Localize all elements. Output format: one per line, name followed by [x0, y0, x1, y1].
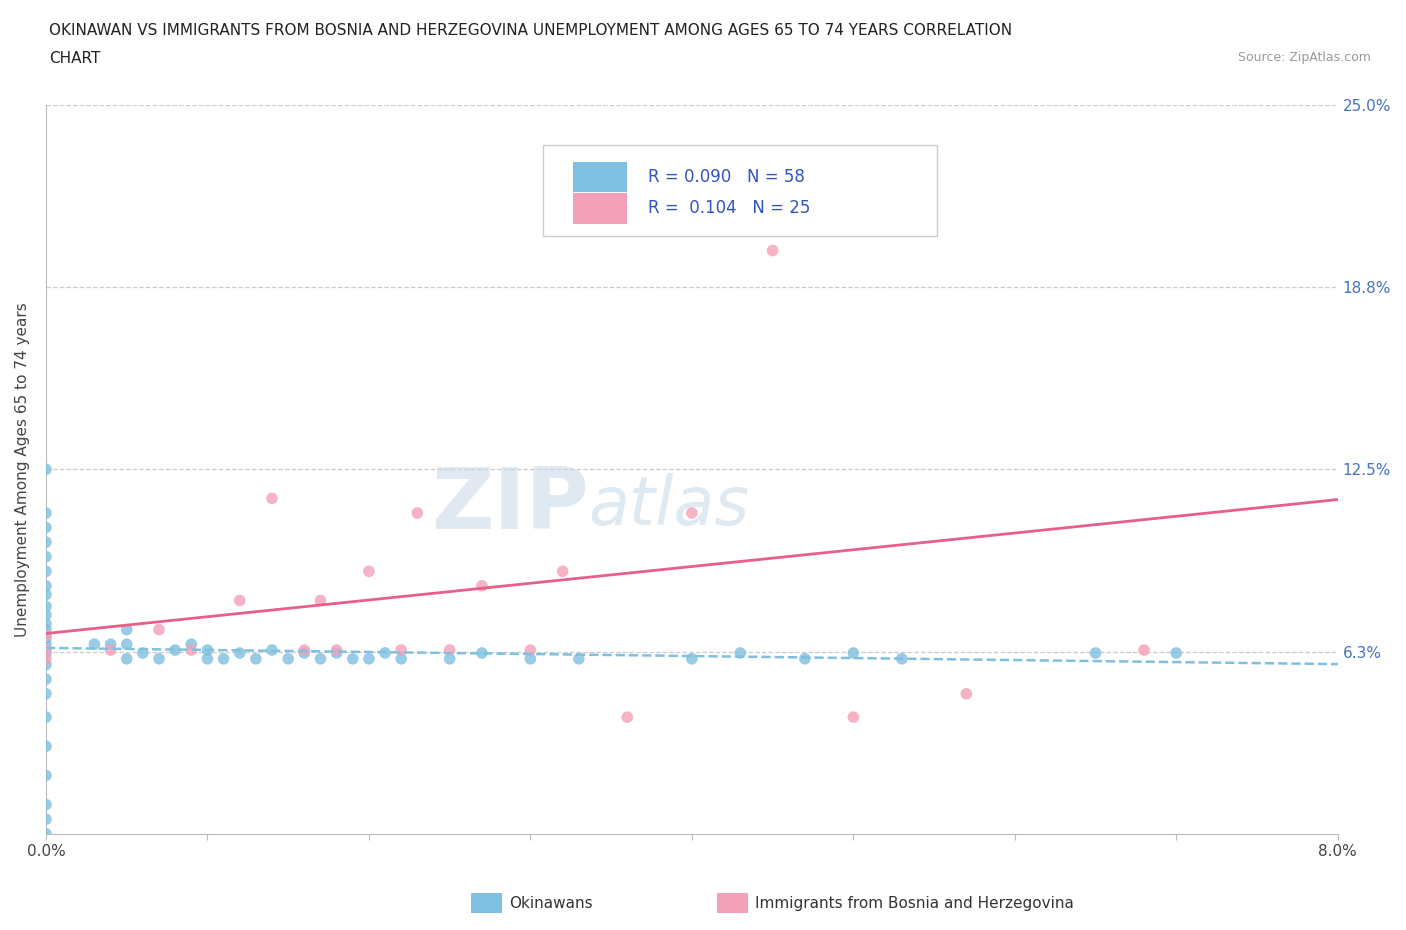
Point — [35, 578, 58, 593]
Point — [292, 643, 315, 658]
Point — [325, 645, 347, 660]
Point — [197, 643, 219, 658]
Point — [35, 645, 58, 660]
Point — [309, 593, 332, 608]
Point — [35, 622, 58, 637]
Point — [229, 593, 252, 608]
Point — [35, 617, 58, 631]
Point — [681, 651, 703, 666]
Point — [374, 645, 396, 660]
Point — [35, 658, 58, 672]
Point — [35, 535, 58, 550]
Point — [35, 797, 58, 812]
Text: OKINAWAN VS IMMIGRANTS FROM BOSNIA AND HERZEGOVINA UNEMPLOYMENT AMONG AGES 65 TO: OKINAWAN VS IMMIGRANTS FROM BOSNIA AND H… — [49, 23, 1012, 38]
Text: Source: ZipAtlas.com: Source: ZipAtlas.com — [1237, 51, 1371, 64]
Point — [35, 506, 58, 521]
Point — [730, 645, 752, 660]
FancyBboxPatch shape — [543, 145, 938, 236]
Point — [389, 651, 412, 666]
Point — [277, 651, 299, 666]
Point — [35, 587, 58, 602]
Point — [35, 637, 58, 652]
Point — [132, 645, 155, 660]
Point — [180, 637, 202, 652]
Point — [229, 645, 252, 660]
Point — [519, 643, 541, 658]
Text: atlas: atlas — [589, 472, 749, 538]
Point — [810, 185, 832, 200]
Point — [35, 827, 58, 842]
Point — [471, 578, 494, 593]
Point — [568, 651, 591, 666]
Point — [260, 491, 283, 506]
Point — [35, 686, 58, 701]
Point — [439, 643, 461, 658]
Text: R = 0.090   N = 58: R = 0.090 N = 58 — [648, 168, 804, 186]
Point — [35, 628, 58, 643]
Point — [616, 710, 638, 724]
Point — [115, 651, 138, 666]
Point — [100, 637, 122, 652]
Point — [762, 243, 785, 258]
Point — [471, 645, 494, 660]
Point — [890, 651, 912, 666]
Point — [35, 738, 58, 753]
Point — [519, 651, 541, 666]
Point — [357, 564, 380, 578]
Text: ZIP: ZIP — [430, 464, 589, 547]
Point — [35, 768, 58, 783]
Point — [83, 637, 105, 652]
Point — [35, 643, 58, 658]
Point — [1084, 645, 1107, 660]
Point — [100, 643, 122, 658]
Point — [551, 564, 574, 578]
Point — [35, 651, 58, 666]
Point — [35, 631, 58, 645]
Text: Immigrants from Bosnia and Herzegovina: Immigrants from Bosnia and Herzegovina — [755, 897, 1074, 911]
Point — [35, 710, 58, 724]
Point — [148, 622, 170, 637]
Point — [389, 643, 412, 658]
FancyBboxPatch shape — [574, 193, 627, 223]
Point — [955, 686, 977, 701]
Point — [793, 651, 815, 666]
Point — [115, 637, 138, 652]
Point — [165, 643, 187, 658]
Point — [681, 506, 703, 521]
Y-axis label: Unemployment Among Ages 65 to 74 years: Unemployment Among Ages 65 to 74 years — [15, 302, 30, 637]
Point — [35, 607, 58, 622]
Point — [197, 651, 219, 666]
Point — [842, 645, 865, 660]
Text: Okinawans: Okinawans — [509, 897, 592, 911]
Point — [325, 643, 347, 658]
Point — [35, 564, 58, 578]
Point — [842, 710, 865, 724]
Point — [406, 506, 429, 521]
Point — [35, 550, 58, 565]
FancyBboxPatch shape — [574, 162, 627, 193]
Text: CHART: CHART — [49, 51, 101, 66]
Point — [245, 651, 267, 666]
Point — [35, 671, 58, 686]
Point — [357, 651, 380, 666]
Point — [35, 520, 58, 535]
Point — [1133, 643, 1156, 658]
Point — [180, 643, 202, 658]
Point — [292, 645, 315, 660]
Point — [212, 651, 235, 666]
Point — [1166, 645, 1188, 660]
Point — [260, 643, 283, 658]
Point — [35, 462, 58, 477]
Point — [342, 651, 364, 666]
Point — [309, 651, 332, 666]
Point — [439, 651, 461, 666]
Point — [35, 599, 58, 614]
Text: R =  0.104   N = 25: R = 0.104 N = 25 — [648, 199, 810, 218]
Point — [148, 651, 170, 666]
Point — [115, 622, 138, 637]
Point — [35, 812, 58, 827]
